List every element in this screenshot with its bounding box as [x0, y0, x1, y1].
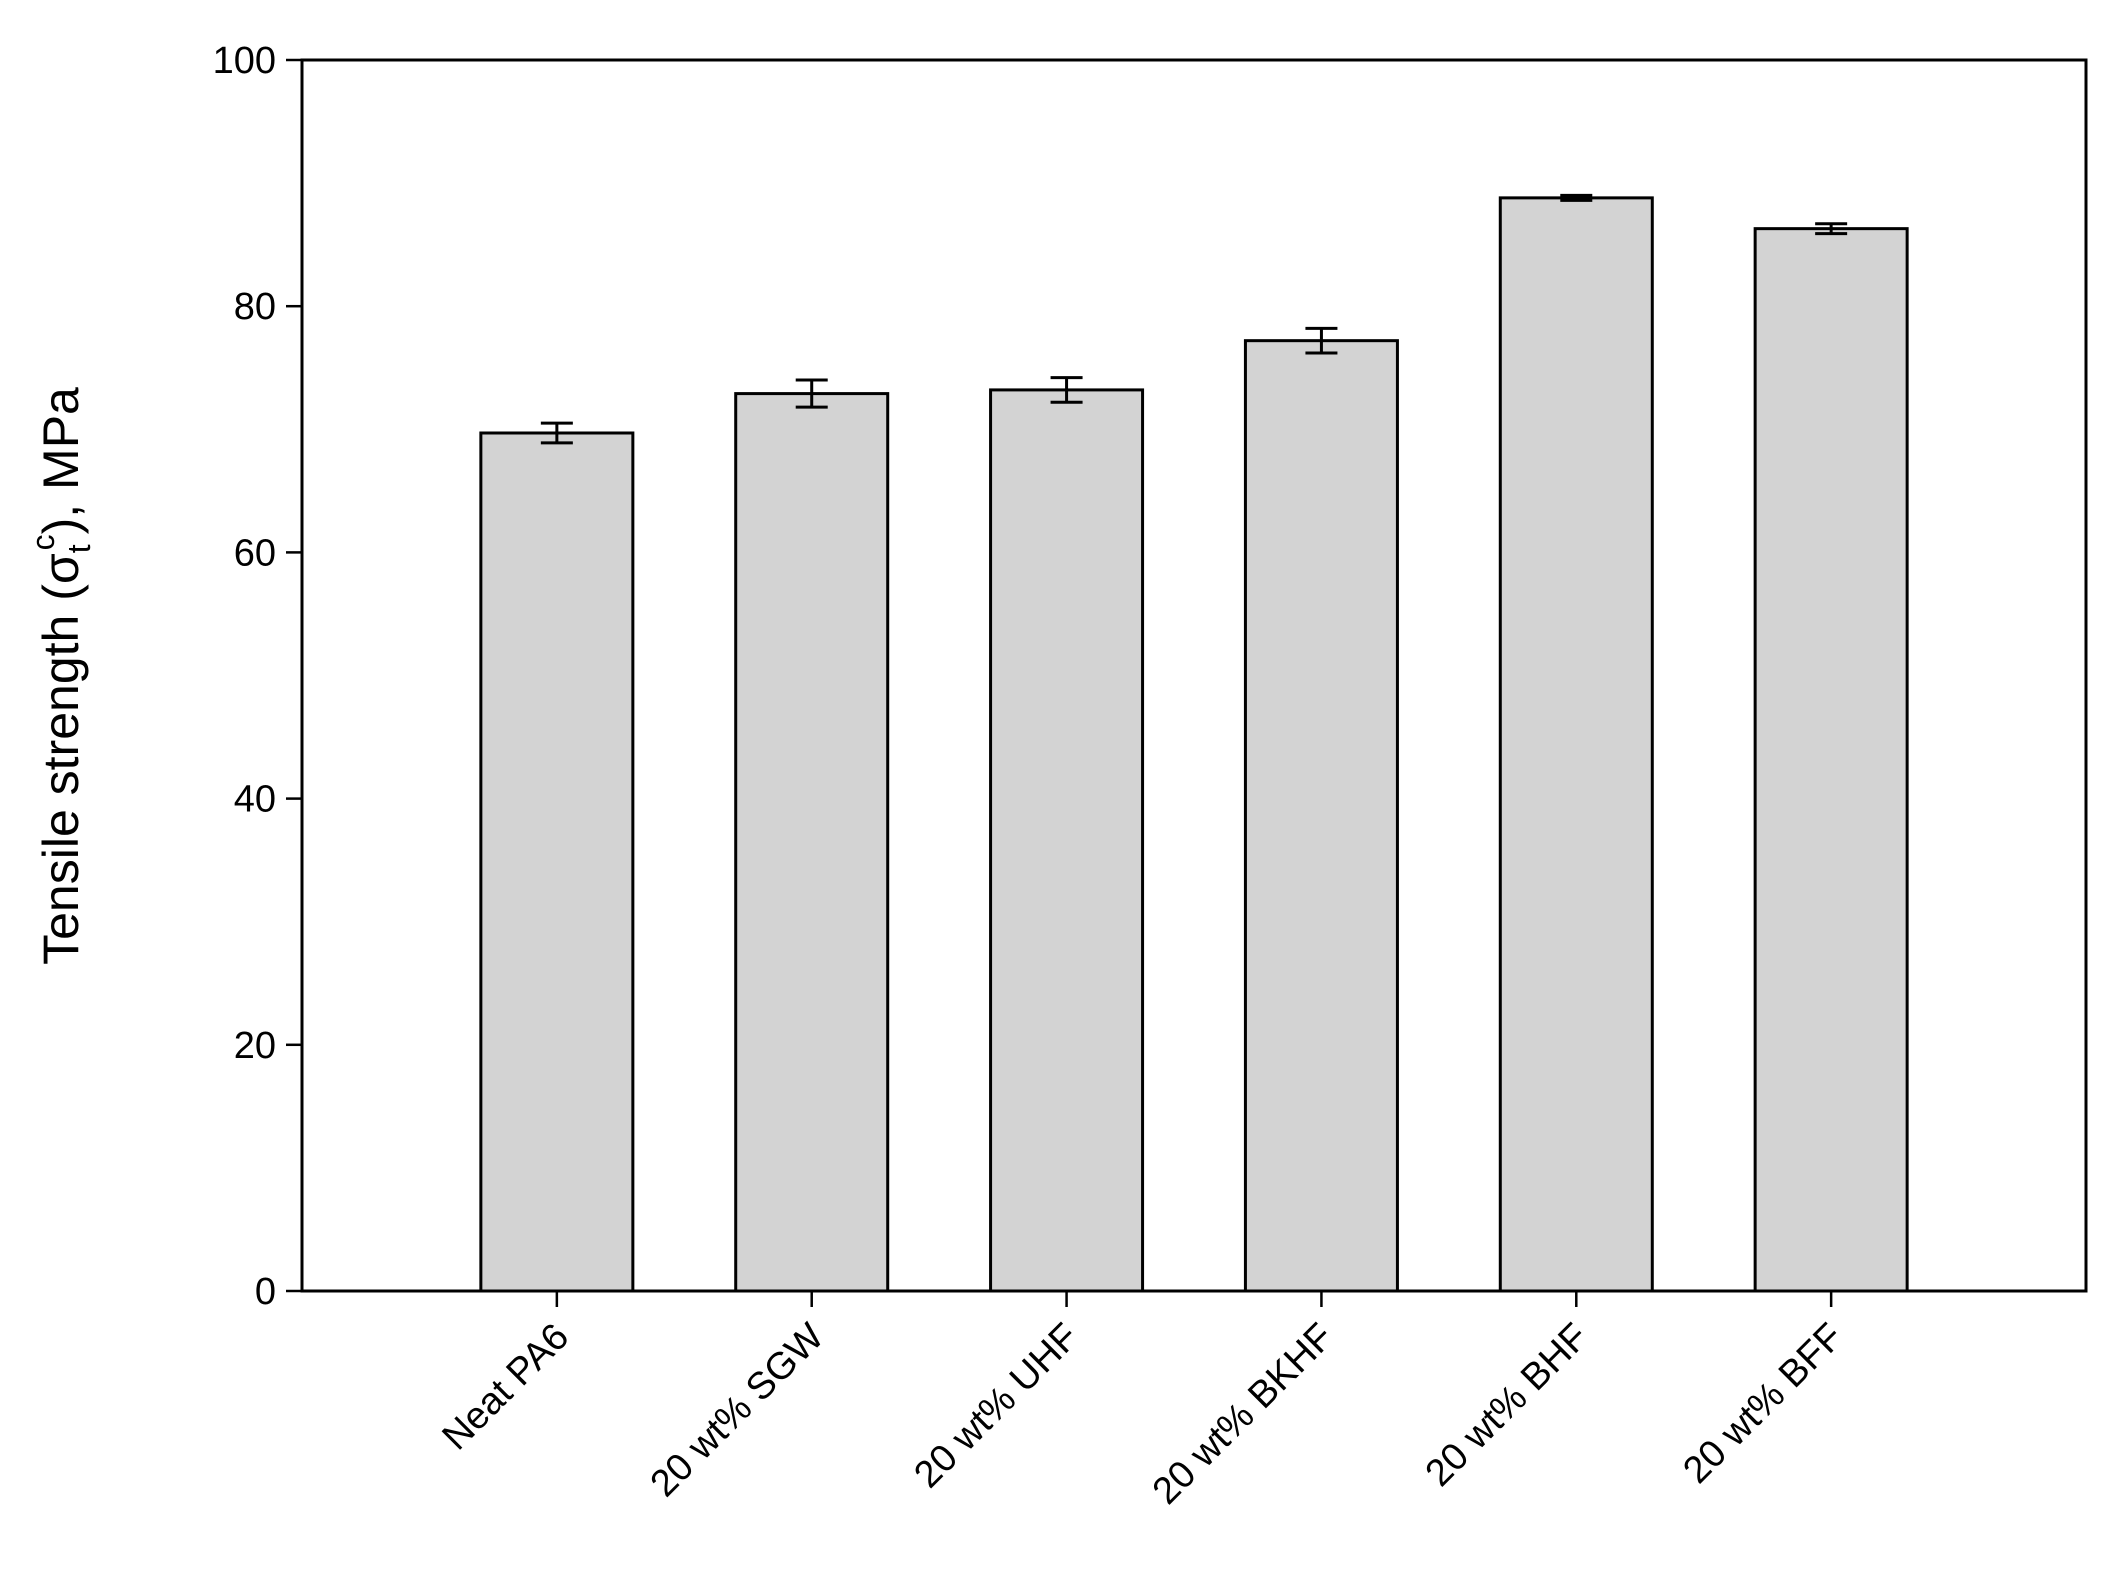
error-bar	[1050, 376, 1083, 404]
y-label-sub: t	[61, 544, 97, 553]
error-bar	[1815, 222, 1848, 236]
bar	[479, 431, 635, 1293]
bar	[1498, 196, 1654, 1293]
error-bar	[1560, 193, 1593, 202]
y-label-text: Tensile strength (σ	[33, 553, 89, 965]
y-tick-label: 100	[213, 40, 276, 82]
x-tick-label: 20 wt% UHF	[906, 1316, 1087, 1497]
y-label-text: ), MPa	[33, 387, 89, 534]
x-tick-label: 20 wt% BKHF	[1145, 1316, 1342, 1513]
plot-frame	[300, 58, 2088, 1293]
bar	[734, 392, 890, 1293]
y-label-sup: c	[25, 534, 61, 550]
y-tick-label: 40	[234, 779, 276, 821]
x-tick-label: 20 wt% SGW	[643, 1316, 833, 1506]
bar	[989, 388, 1145, 1293]
bar	[1753, 227, 1909, 1293]
y-axis-label: Tensile strength (σtc), MPa	[25, 387, 97, 965]
y-tick-label: 20	[234, 1025, 276, 1067]
error-bar	[795, 378, 828, 409]
y-tick-label: 80	[234, 286, 276, 328]
x-tick-label: 20 wt% BHF	[1418, 1316, 1597, 1495]
y-tick-label: 0	[255, 1271, 276, 1313]
error-bar	[540, 421, 573, 445]
bar	[1243, 339, 1399, 1293]
error-bar	[1305, 326, 1338, 355]
y-tick-label: 60	[234, 532, 276, 574]
x-tick-label: 20 wt% BFF	[1675, 1316, 1851, 1492]
x-tick-label: Neat PA6	[434, 1316, 577, 1459]
